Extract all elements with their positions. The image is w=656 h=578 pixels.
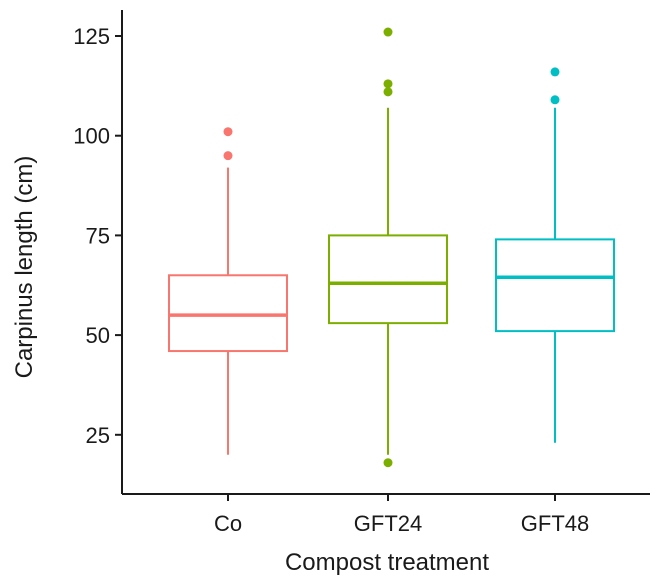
x-tick-label: GFT48: [521, 511, 589, 536]
y-tick-label: 50: [86, 323, 110, 348]
outlier-point: [383, 79, 393, 89]
box-GFT48: [495, 67, 615, 443]
outlier-point: [223, 151, 233, 161]
box-Co: [168, 127, 288, 455]
iqr-box: [168, 274, 288, 353]
plot-area: [168, 27, 615, 468]
outlier-point: [383, 458, 393, 468]
box-GFT24: [328, 27, 448, 468]
y-tick-label: 100: [73, 124, 110, 149]
outlier-point: [223, 127, 233, 137]
x-tick-label: Co: [214, 511, 242, 536]
y-tick-label: 125: [73, 24, 110, 49]
iqr-box: [495, 238, 615, 333]
y-axis-title: Carpinus length (cm): [11, 156, 38, 379]
outlier-point: [383, 27, 393, 37]
outlier-point: [383, 87, 393, 97]
outlier-point: [550, 67, 560, 77]
y-tick-label: 75: [86, 223, 110, 248]
x-tick-label: GFT24: [354, 511, 422, 536]
y-ticks: 25 50 75 100 125: [73, 24, 122, 448]
outlier-point: [550, 95, 560, 105]
iqr-box: [328, 234, 448, 325]
x-ticks: Co GFT24 GFT48: [214, 494, 589, 536]
x-axis-title: Compost treatment: [285, 549, 489, 576]
y-tick-label: 25: [86, 423, 110, 448]
